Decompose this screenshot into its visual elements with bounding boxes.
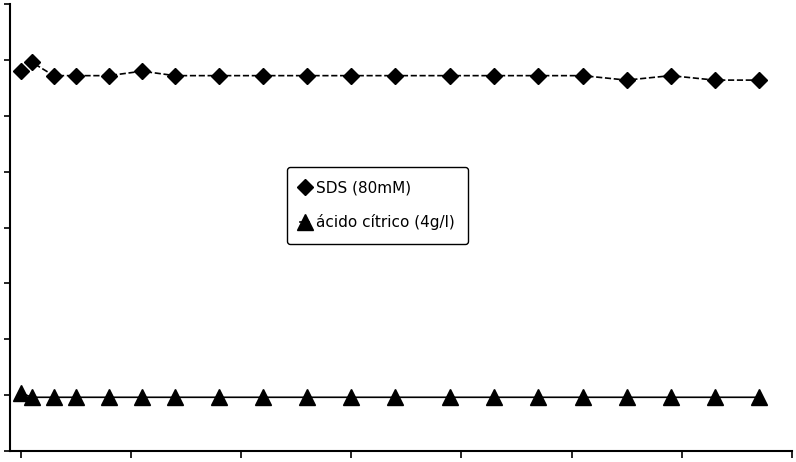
- ácido cítrico (4g/l): [71, 395, 80, 400]
- SDS (80mM): [346, 73, 356, 79]
- ácido cítrico (4g/l): [490, 395, 499, 400]
- ácido cítrico (4g/l): [622, 395, 631, 400]
- SDS (80mM): [490, 73, 499, 79]
- SDS (80mM): [710, 77, 720, 83]
- SDS (80mM): [16, 68, 25, 74]
- ácido cítrico (4g/l): [27, 395, 37, 400]
- ácido cítrico (4g/l): [49, 395, 59, 400]
- SDS (80mM): [666, 73, 676, 79]
- Legend: SDS (80mM), ácido cítrico (4g/l): SDS (80mM), ácido cítrico (4g/l): [287, 167, 468, 243]
- SDS (80mM): [302, 73, 312, 79]
- SDS (80mM): [622, 77, 631, 83]
- ácido cítrico (4g/l): [16, 390, 25, 395]
- ácido cítrico (4g/l): [578, 395, 587, 400]
- ácido cítrico (4g/l): [346, 395, 356, 400]
- SDS (80mM): [391, 73, 400, 79]
- ácido cítrico (4g/l): [302, 395, 312, 400]
- SDS (80mM): [214, 73, 224, 79]
- ácido cítrico (4g/l): [533, 395, 543, 400]
- SDS (80mM): [446, 73, 455, 79]
- ácido cítrico (4g/l): [754, 395, 763, 400]
- ácido cítrico (4g/l): [710, 395, 720, 400]
- SDS (80mM): [754, 77, 763, 83]
- SDS (80mM): [104, 73, 114, 79]
- ácido cítrico (4g/l): [214, 395, 224, 400]
- SDS (80mM): [49, 73, 59, 79]
- ácido cítrico (4g/l): [170, 395, 180, 400]
- ácido cítrico (4g/l): [137, 395, 146, 400]
- SDS (80mM): [533, 73, 543, 79]
- ácido cítrico (4g/l): [666, 395, 676, 400]
- ácido cítrico (4g/l): [391, 395, 400, 400]
- SDS (80mM): [27, 60, 37, 65]
- Line: SDS (80mM): SDS (80mM): [15, 57, 764, 85]
- ácido cítrico (4g/l): [446, 395, 455, 400]
- ácido cítrico (4g/l): [259, 395, 268, 400]
- SDS (80mM): [170, 73, 180, 79]
- SDS (80mM): [137, 68, 146, 74]
- SDS (80mM): [578, 73, 587, 79]
- ácido cítrico (4g/l): [104, 395, 114, 400]
- SDS (80mM): [259, 73, 268, 79]
- Line: ácido cítrico (4g/l): ácido cítrico (4g/l): [13, 385, 767, 405]
- SDS (80mM): [71, 73, 80, 79]
